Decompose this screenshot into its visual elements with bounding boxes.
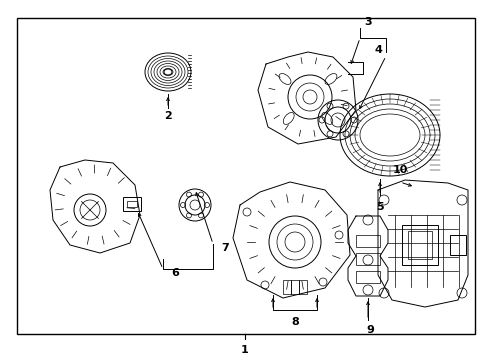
Bar: [123, 197, 141, 211]
Bar: [356, 253, 380, 265]
Text: 4: 4: [374, 45, 382, 55]
Bar: [356, 271, 380, 283]
Text: 5: 5: [376, 202, 384, 212]
Text: 9: 9: [366, 325, 374, 335]
Bar: [356, 235, 380, 247]
Text: 8: 8: [291, 317, 299, 327]
Text: 2: 2: [164, 111, 172, 121]
Text: 1: 1: [241, 345, 249, 355]
Text: 7: 7: [221, 243, 229, 253]
Bar: [402, 225, 438, 265]
Bar: [450, 235, 466, 255]
Bar: [291, 280, 299, 294]
Bar: [127, 201, 137, 207]
Bar: [17, 18, 475, 334]
Text: 6: 6: [171, 268, 179, 278]
Bar: [408, 231, 432, 259]
Text: 10: 10: [392, 165, 408, 175]
Bar: [299, 280, 307, 294]
Text: 3: 3: [364, 17, 372, 27]
Bar: [283, 280, 291, 294]
